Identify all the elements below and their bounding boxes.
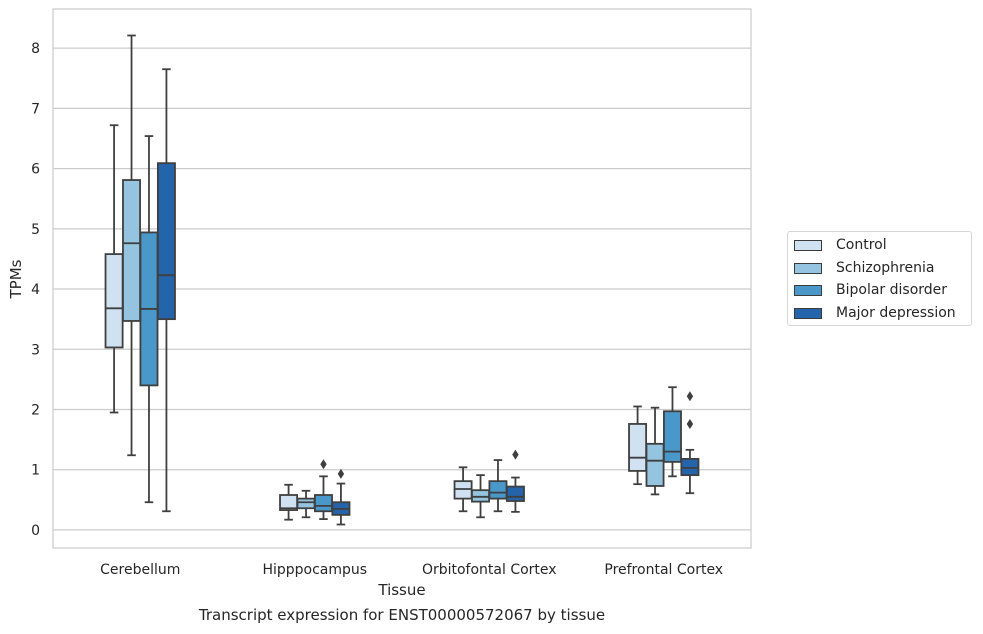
chart-caption: Transcript expression for ENST0000057206…: [198, 606, 606, 624]
box-iqr: [314, 494, 333, 513]
legend-item-major-depression: Major depression: [794, 303, 956, 323]
legend-item-control: Control: [794, 235, 887, 255]
legend-label-bipolar-disorder: Bipolar disorder: [836, 282, 948, 298]
box: [453, 466, 473, 513]
legend-label-major-depression: Major depression: [836, 305, 956, 321]
x-axis-label: Tissue: [377, 581, 425, 599]
legend-label-control: Control: [836, 237, 887, 253]
box: [156, 68, 176, 513]
box-iqr: [296, 497, 316, 510]
box-iqr: [505, 485, 525, 502]
y-tick-label: 1: [31, 463, 40, 479]
box-iqr: [471, 489, 490, 503]
x-tick-label: Orbitofontal Cortex: [422, 562, 557, 578]
outlier-point: [686, 391, 694, 402]
box: [628, 405, 648, 486]
y-tick-label: 4: [31, 282, 40, 298]
box-iqr: [453, 480, 473, 500]
box-iqr: [488, 480, 508, 500]
box-iqr: [156, 162, 176, 321]
box-iqr: [680, 457, 700, 477]
box: [279, 483, 299, 521]
y-tick-label: 5: [31, 222, 40, 238]
legend-swatch-schizophrenia: [794, 262, 822, 274]
y-axis-label: TPMs: [7, 259, 25, 299]
x-tick-label: Prefrontal Cortex: [604, 562, 723, 578]
y-tick-labels: 0 1 2 3 4 5 6 7 8: [31, 41, 40, 539]
x-tick-labels: Cerebellum Hipppocampus Orbitofontal Corte…: [100, 562, 723, 578]
y-tick-label: 8: [31, 41, 40, 57]
box-plots: [104, 34, 700, 526]
box: [488, 459, 508, 513]
legend: Control Schizophrenia Bipolar disorder M…: [787, 231, 972, 326]
outlier-point: [320, 459, 327, 470]
outlier-point: [686, 418, 694, 429]
legend-swatch-major-depression: [794, 307, 822, 319]
box-iqr: [663, 410, 682, 463]
box: [139, 135, 159, 504]
y-tick-label: 0: [31, 523, 40, 539]
x-tick-label: Hipppocampus: [262, 562, 367, 578]
box: [505, 449, 525, 513]
y-tick-label: 2: [31, 402, 40, 418]
box: [104, 124, 124, 414]
box: [471, 474, 490, 519]
y-tick-label: 3: [31, 342, 40, 358]
box: [331, 468, 351, 526]
x-tick-label: Cerebellum: [100, 562, 180, 578]
outlier-point: [512, 449, 519, 460]
plot-frame: [52, 8, 752, 549]
box: [296, 489, 316, 519]
box-iqr: [645, 442, 665, 487]
box: [663, 386, 682, 478]
legend-swatch-control: [794, 239, 822, 251]
legend-item-bipolar-disorder: Bipolar disorder: [794, 280, 947, 300]
legend-swatch-bipolar-disorder: [794, 284, 822, 296]
box: [645, 406, 665, 496]
legend-item-schizophrenia: Schizophrenia: [794, 258, 934, 278]
box-iqr: [104, 253, 124, 349]
box-iqr: [122, 179, 141, 322]
box: [314, 459, 333, 520]
y-tick-label: 6: [31, 162, 40, 178]
y-tick-label: 7: [31, 101, 40, 117]
outlier-point: [337, 468, 345, 479]
box: [122, 34, 141, 457]
legend-label-schizophrenia: Schizophrenia: [836, 260, 935, 276]
box-iqr: [628, 423, 648, 472]
box: [680, 391, 700, 495]
